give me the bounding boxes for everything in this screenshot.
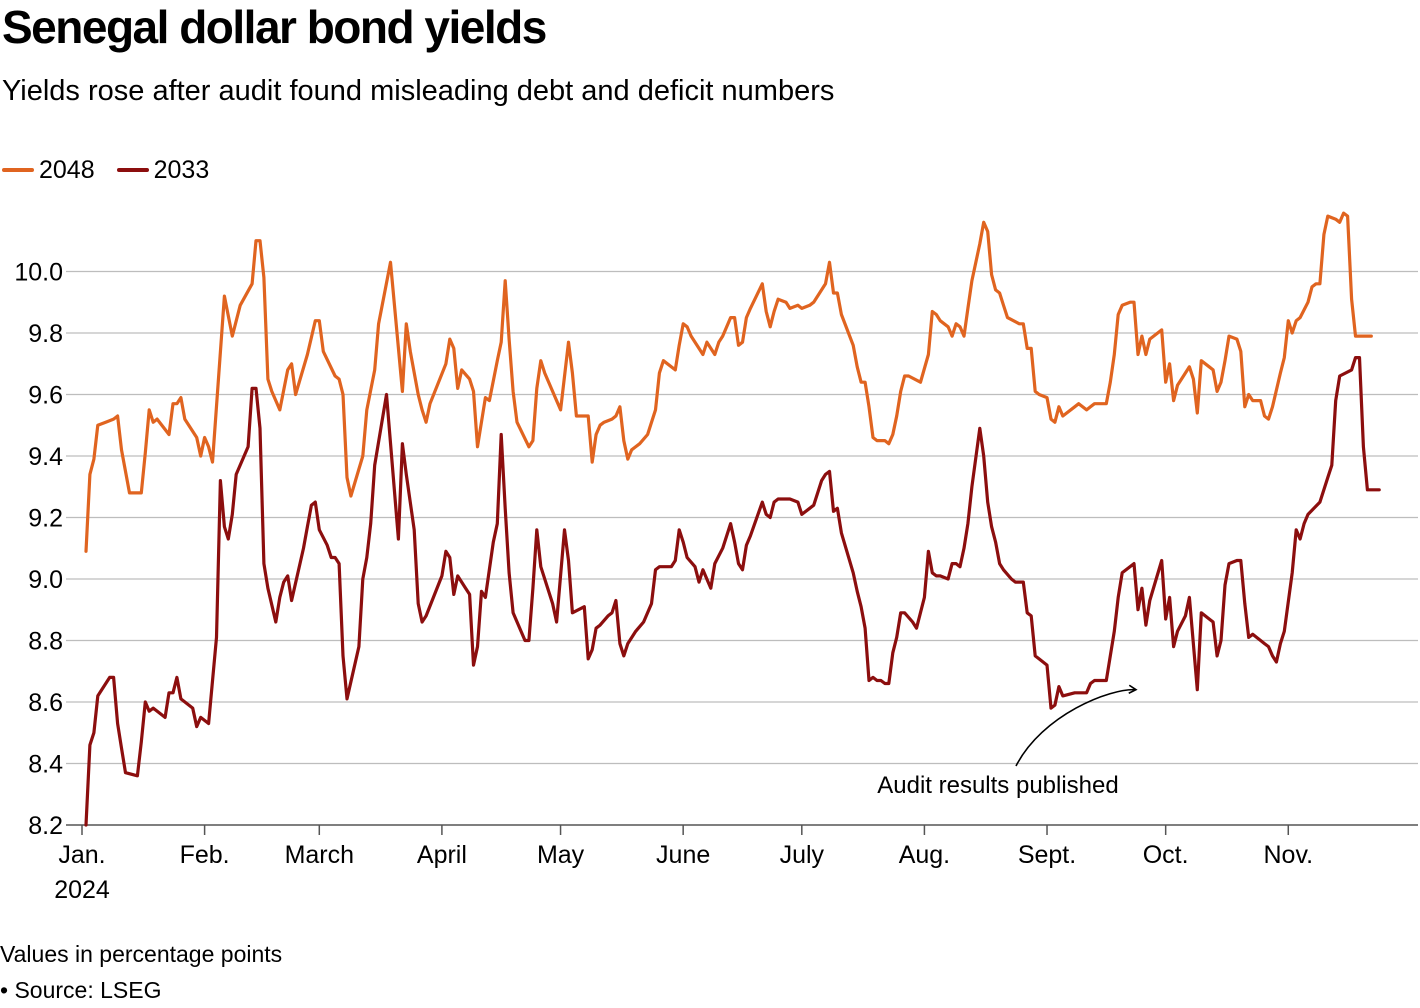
legend-item-2048: 2048 [2,156,95,185]
chart-title: Senegal dollar bond yields [2,1,547,53]
x-tick-label: Aug. [899,841,950,869]
y-tick-label: 8.4 [28,751,63,779]
x-tick-label: Feb. [180,841,230,869]
x-tick-label: Nov. [1263,841,1313,869]
series [84,211,1381,827]
y-tick-label: 9.6 [28,382,63,410]
x-tick-label: Oct. [1143,841,1189,869]
y-tick-label: 10.0 [14,259,63,287]
annotations: Audit results published [877,684,1138,799]
gridlines [66,270,1418,826]
chart-subtitle: Yields rose after audit found misleading… [2,75,835,107]
y-tick-label: 9.4 [28,443,63,471]
y-tick-label: 8.8 [28,628,63,656]
y-tick-label: 9.0 [28,566,63,594]
y-tick-label: 8.2 [28,812,63,840]
x-year-label: 2024 [54,876,110,904]
legend: 2048 2033 [2,154,231,186]
footnote: Values in percentage points [0,941,283,967]
legend-label-2033: 2033 [153,155,210,184]
legend-item-2033: 2033 [116,155,210,185]
series-line-2033 [84,356,1381,827]
x-tick-label: Sept. [1018,841,1076,869]
y-tick-label: 8.6 [28,689,63,717]
y-tick-label: 9.8 [28,320,63,348]
x-tick-label: March [285,841,354,869]
legend-swatch-2048 [2,168,34,172]
x-tick-label: Jan. [58,841,105,869]
legend-swatch-2033 [116,168,149,172]
x-tick-label: July [780,841,825,869]
x-tick-label: June [656,841,710,869]
x-tick-label: April [417,841,467,869]
source-note: • Source: LSEG [0,977,162,1003]
x-tick-label: May [537,841,585,869]
y-tick-label: 9.2 [28,505,63,533]
annotation-label: Audit results published [877,772,1118,799]
series-line-2048 [84,211,1373,553]
annotation-arrow [1015,684,1138,767]
legend-label-2048: 2048 [39,155,95,184]
